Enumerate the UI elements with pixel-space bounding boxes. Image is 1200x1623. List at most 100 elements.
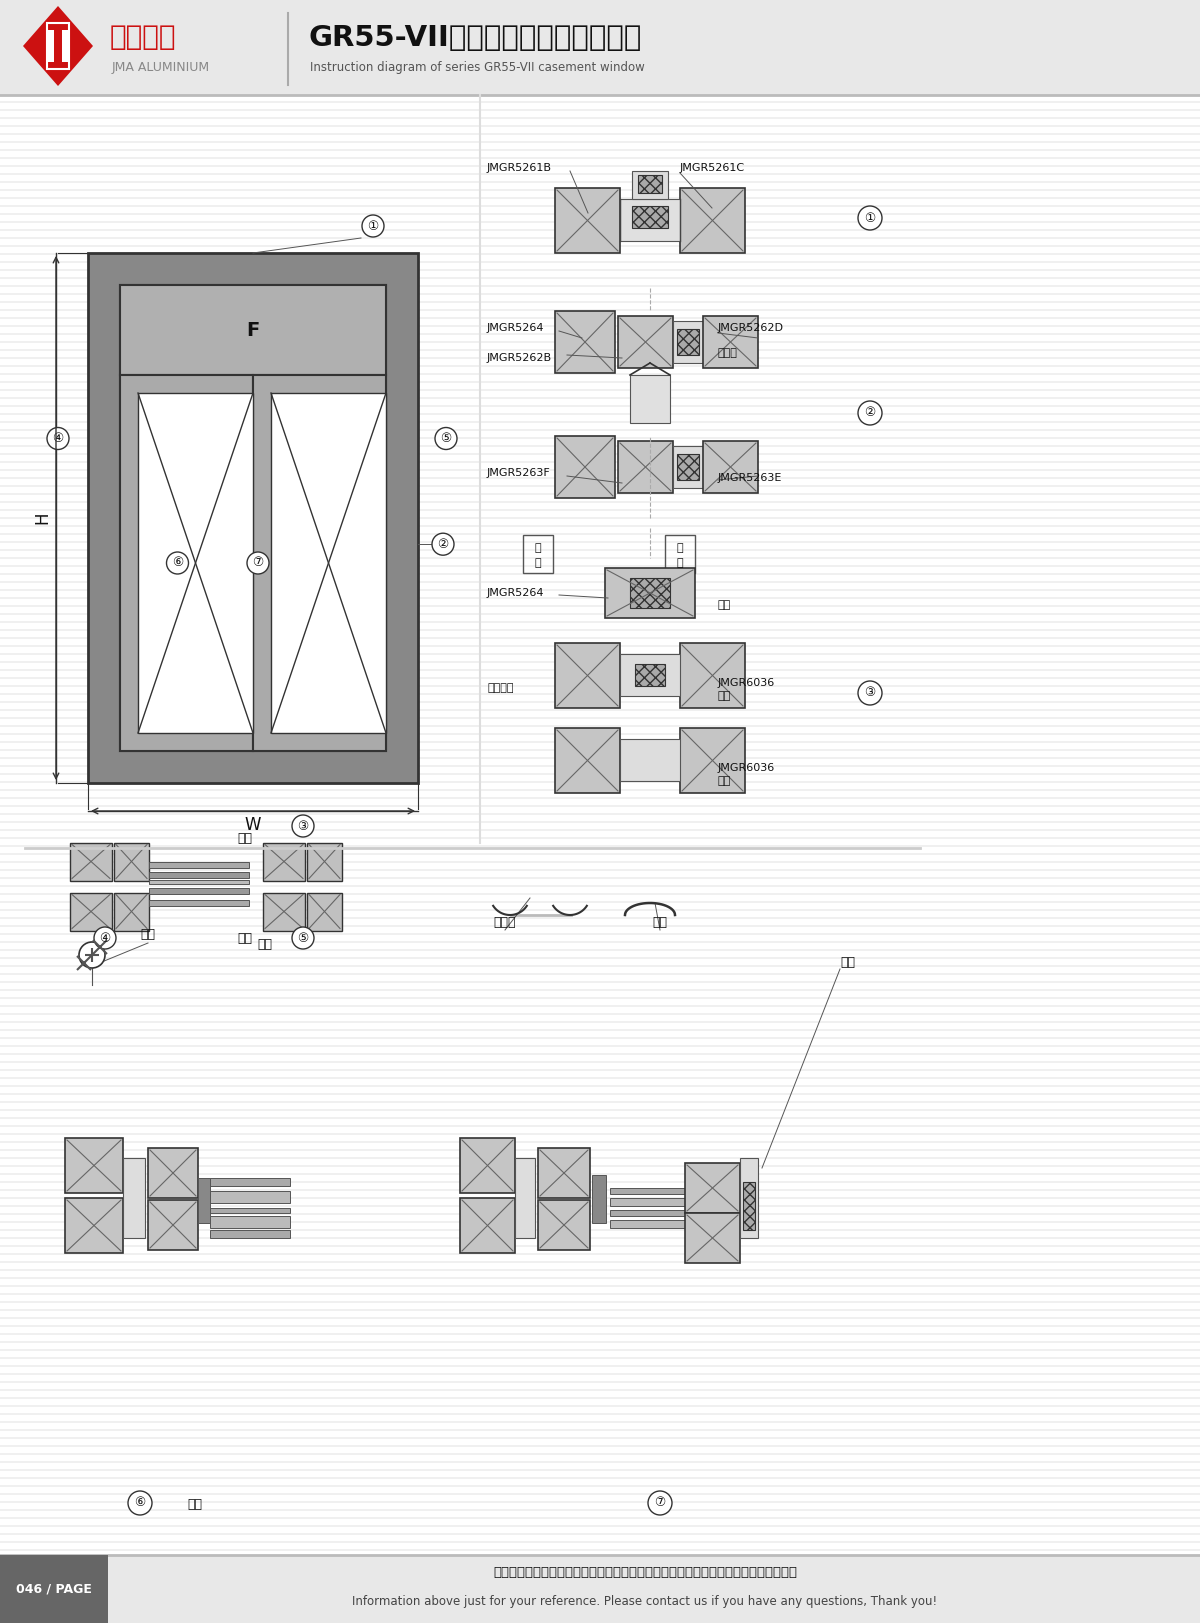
Bar (0, 1365, 1200, 1367)
Bar (0, 5, 1200, 6)
Text: 垫片: 垫片 (718, 601, 731, 610)
Bar (0, 1565, 1200, 1566)
Bar (0, 565, 1200, 566)
Bar (0, 821, 1200, 823)
Bar (47, 23, 70, 29)
Bar (610, 1211, 685, 1216)
Bar (47, 23, 70, 70)
Bar (673, 446, 703, 489)
Bar (0, 876, 1200, 880)
Bar (0, 510, 1200, 511)
Bar (0, 941, 1200, 943)
Bar (740, 1157, 758, 1238)
Bar (0, 1294, 1200, 1295)
Text: ④: ④ (53, 432, 64, 445)
Bar (0, 381, 1200, 383)
Bar (0, 70, 1200, 71)
Bar (0, 1182, 1200, 1183)
Bar (677, 454, 698, 480)
Bar (0, 237, 1200, 239)
Bar (0, 1414, 1200, 1415)
Bar (0, 101, 1200, 102)
Text: W: W (245, 816, 262, 834)
Bar (680, 729, 745, 794)
Bar (0, 357, 1200, 359)
Bar (0, 909, 1200, 911)
Bar (0, 1526, 1200, 1527)
Text: JMGR5264: JMGR5264 (487, 588, 545, 597)
Bar (0, 213, 1200, 214)
Bar (610, 1198, 685, 1206)
Bar (210, 1191, 290, 1203)
Bar (0, 966, 1200, 967)
Bar (0, 1261, 1200, 1263)
Circle shape (362, 214, 384, 237)
Bar (0, 1173, 1200, 1175)
Bar (0, 62, 1200, 63)
Bar (0, 286, 1200, 287)
Text: GR55-VII系列内开内倒窗结构图图: GR55-VII系列内开内倒窗结构图图 (308, 24, 641, 52)
Bar (638, 175, 662, 193)
Bar (0, 349, 1200, 351)
Text: 执手: 执手 (653, 917, 667, 930)
Bar (0, 1109, 1200, 1112)
Bar (0, 1204, 1200, 1208)
Bar (149, 862, 250, 868)
Bar (0, 1555, 108, 1623)
Text: JMGR5262B: JMGR5262B (487, 352, 552, 364)
Bar (0, 45, 1200, 47)
Bar (0, 1341, 1200, 1342)
Bar (0, 1436, 1200, 1440)
Bar (0, 589, 1200, 591)
Text: 图中所示型材截面、装配、编号、尺寸及重量仅供参考。如有疑问，请向本公司查询。: 图中所示型材截面、装配、编号、尺寸及重量仅供参考。如有疑问，请向本公司查询。 (493, 1566, 797, 1579)
Bar (0, 661, 1200, 664)
Bar (0, 1453, 1200, 1454)
Bar (0, 141, 1200, 143)
Bar (0, 1245, 1200, 1246)
Bar (0, 1509, 1200, 1511)
Bar (0, 925, 1200, 927)
Bar (0, 557, 1200, 558)
Bar (0, 717, 1200, 719)
Bar (630, 375, 670, 424)
Circle shape (436, 427, 457, 450)
Bar (149, 880, 250, 883)
Bar (685, 1164, 740, 1212)
Bar (0, 1078, 1200, 1079)
Bar (263, 842, 305, 881)
Bar (0, 373, 1200, 375)
Bar (0, 453, 1200, 454)
Bar (620, 738, 680, 781)
Bar (0, 1198, 1200, 1199)
Bar (0, 294, 1200, 295)
Bar (198, 1178, 210, 1224)
Bar (0, 477, 1200, 479)
Bar (0, 1469, 1200, 1470)
Bar (0, 949, 1200, 951)
Circle shape (128, 1492, 152, 1514)
Bar (210, 1216, 290, 1229)
Circle shape (858, 206, 882, 230)
Bar (0, 846, 1200, 847)
Bar (0, 837, 1200, 839)
Bar (0, 1613, 1200, 1615)
Bar (0, 1237, 1200, 1238)
Bar (635, 664, 665, 687)
Bar (0, 93, 1200, 96)
Text: F: F (246, 320, 259, 339)
Bar (0, 636, 1200, 639)
Bar (0, 773, 1200, 776)
Circle shape (167, 552, 188, 575)
Bar (65, 1138, 124, 1193)
Bar (263, 893, 305, 930)
Bar (0, 485, 1200, 487)
Bar (0, 1037, 1200, 1039)
Text: 防水胶条: 防水胶条 (487, 683, 514, 693)
Bar (0, 13, 1200, 15)
Bar (0, 518, 1200, 519)
Bar (0, 1581, 1200, 1582)
Bar (0, 502, 1200, 503)
Bar (0, 1045, 1200, 1047)
Bar (0, 597, 1200, 599)
Bar (0, 221, 1200, 222)
